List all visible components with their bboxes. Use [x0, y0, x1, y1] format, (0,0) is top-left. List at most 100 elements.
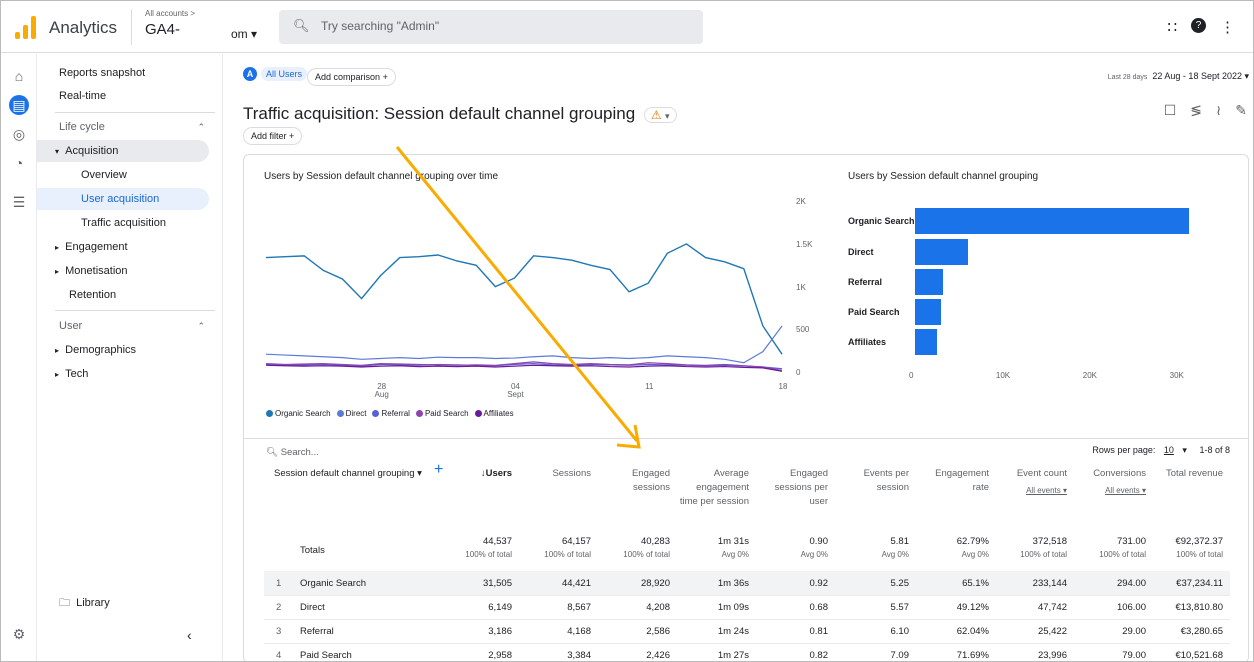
column-header[interactable]: ↓Users — [480, 468, 512, 479]
y-tick-label: 1K — [796, 282, 806, 292]
caret-right-icon: ▸ — [55, 370, 60, 379]
column-header[interactable]: Event count All events ▾ — [997, 467, 1067, 498]
line-chart-legend: Organic Search Direct Referral Paid Search A… — [266, 409, 514, 418]
home-icon[interactable]: ⌂ — [14, 68, 24, 84]
pagination: Rows per page: 10 ▾ 1-8 of 8 — [1092, 445, 1230, 456]
settings-gear-icon[interactable]: ⚙ — [12, 626, 26, 642]
totals-cell: 1m 31s Avg 0% — [669, 536, 749, 559]
rows-per-page-select[interactable]: 10 — [1163, 445, 1174, 455]
column-header[interactable]: Sessions — [552, 468, 591, 479]
totals-sub: 100% of total — [1176, 550, 1223, 559]
sidebar-item-traffic-acquisition[interactable]: Traffic acquisition — [81, 217, 166, 229]
sidebar-item-acquisition[interactable]: ▾ Acquisition — [37, 140, 209, 162]
sidebar-item-realtime[interactable]: Real-time — [59, 90, 107, 102]
y-tick-label: 2K — [796, 197, 806, 206]
share-icon[interactable]: ≶ — [1190, 102, 1203, 118]
search-bar[interactable]: 🔍︎ Try searching "Admin" — [279, 10, 703, 44]
totals-sub: 100% of total — [623, 550, 670, 559]
table-cell: 1m 36s — [717, 578, 749, 589]
column-header[interactable]: Engagement rate — [935, 468, 989, 493]
add-comparison-button[interactable]: Add comparison + — [307, 68, 396, 86]
help-icon[interactable]: ? — [1191, 18, 1206, 33]
page-title: Traffic acquisition: Session default cha… — [243, 104, 677, 124]
dropdown-arrow-icon[interactable]: ▾ — [1182, 445, 1187, 455]
table-cell: 6,149 — [488, 602, 512, 613]
table-row[interactable] — [264, 571, 1230, 595]
reports-icon[interactable]: ▤ — [9, 95, 29, 115]
property-picker[interactable]: om ▾ — [231, 27, 258, 41]
column-header[interactable]: Engaged sessions per user — [774, 468, 828, 507]
table-search[interactable]: 🔍︎ Search... — [266, 447, 319, 458]
more-vert-icon[interactable]: ⋮ — [1220, 19, 1235, 36]
legend-item[interactable]: Affiliates — [474, 409, 514, 418]
column-header[interactable]: Events per session — [863, 468, 909, 493]
bar-x-tick-label: 20K — [1082, 371, 1097, 380]
totals-cell: 0.90 Avg 0% — [748, 536, 828, 559]
warning-icon[interactable]: ⚠ ▾ — [643, 107, 677, 123]
all-users-label: All Users — [261, 67, 308, 81]
row-number: 2 — [276, 602, 282, 613]
legend-item[interactable]: Paid Search — [415, 409, 469, 418]
x-tick-label: 11 — [645, 382, 654, 391]
column-header[interactable]: Total revenue — [1165, 468, 1223, 479]
edit-pencil-icon[interactable]: ✎ — [1235, 102, 1247, 118]
table-search-placeholder: Search... — [280, 447, 319, 458]
apps-grid-icon[interactable]: ∷ — [1167, 19, 1177, 36]
sidebar-item-library[interactable]: 🗀︎ Library — [59, 592, 231, 614]
table-cell: 28,920 — [640, 578, 670, 589]
collapse-chevron-left-icon[interactable]: ‹ — [187, 627, 192, 643]
y-tick-label: 0 — [796, 368, 801, 377]
date-range-picker[interactable]: Last 28 days 22 Aug - 18 Sept 2022 ▾ — [1108, 71, 1249, 82]
sidebar-item-overview[interactable]: Overview — [81, 169, 127, 181]
row-divider — [264, 619, 1230, 620]
legend-item[interactable]: Direct — [336, 409, 367, 418]
column-header[interactable]: Engaged sessions — [631, 468, 670, 493]
table-cell: 49.12% — [956, 602, 989, 613]
dimension-header[interactable]: Session default channel grouping ▾ — [274, 468, 422, 479]
sidebar-item-user-acquisition[interactable]: User acquisition — [37, 188, 209, 210]
totals-sub: 100% of total — [465, 550, 512, 559]
add-filter-label: Add filter — [251, 131, 287, 141]
table-cell: 2,586 — [646, 626, 670, 637]
sidebar-item-monetisation[interactable]: ▸ Monetisation — [55, 260, 227, 282]
totals-cell: €92,372.37 100% of total — [1143, 536, 1223, 559]
explore-icon[interactable]: ◎ — [12, 126, 26, 142]
legend-item[interactable]: Organic Search — [266, 409, 331, 418]
section-user[interactable]: User ⌃ — [59, 315, 209, 337]
sidebar-item-reports-snapshot[interactable]: Reports snapshot — [59, 67, 146, 79]
divider — [244, 438, 1248, 439]
customize-report-icon[interactable]: ☐ — [1163, 102, 1177, 118]
event-filter-dropdown[interactable]: All events ▾ — [1026, 486, 1067, 495]
all-users-chip[interactable]: A All Users — [243, 67, 308, 81]
configure-icon[interactable]: ☰ — [12, 194, 26, 210]
series-line-direct — [265, 325, 783, 364]
add-filter-button[interactable]: Add filter + — [243, 127, 303, 145]
section-life-cycle[interactable]: Life cycle ⌃ — [59, 116, 209, 138]
legend-label: Paid Search — [424, 409, 469, 418]
chevron-up-icon: ⌃ — [197, 321, 205, 331]
column-header[interactable]: Conversions All events ▾ — [1076, 467, 1146, 498]
sidebar-item-demographics[interactable]: ▸ Demographics — [55, 339, 227, 361]
account-name[interactable]: GA4- — [145, 21, 181, 38]
sidebar-item-engagement[interactable]: ▸ Engagement — [55, 236, 227, 258]
totals-label: Totals — [300, 545, 325, 556]
insights-icon[interactable]: ≀ — [1216, 102, 1222, 118]
bar-category-label: Affiliates — [848, 337, 887, 347]
section-life-cycle-label: Life cycle — [59, 121, 105, 133]
sidebar-item-retention[interactable]: Retention — [69, 289, 117, 301]
event-filter-dropdown[interactable]: All events ▾ — [1105, 486, 1146, 495]
advertising-icon[interactable]: ◔ — [14, 155, 24, 171]
table-cell: 106.00 — [1116, 602, 1146, 613]
legend-item[interactable]: Referral — [372, 409, 410, 418]
legend-label: Organic Search — [275, 409, 331, 418]
caret-right-icon: ▸ — [55, 243, 60, 252]
table-cell: 23,996 — [1037, 650, 1067, 661]
legend-label: Direct — [345, 409, 367, 418]
search-placeholder: Try searching "Admin" — [321, 19, 440, 33]
column-header[interactable]: Average engagement time per session — [679, 468, 749, 507]
sidebar-item-tech[interactable]: ▸ Tech — [55, 363, 227, 385]
add-dimension-plus-icon[interactable]: + — [434, 461, 444, 478]
all-accounts-link[interactable]: All accounts > — [145, 9, 196, 18]
analytics-logo-icon[interactable] — [15, 15, 37, 39]
rows-per-page-label: Rows per page: — [1092, 445, 1156, 455]
